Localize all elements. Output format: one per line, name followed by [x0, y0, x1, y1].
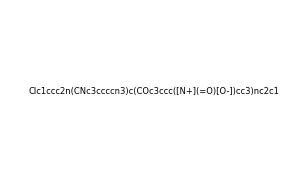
Text: Clc1ccc2n(CNc3ccccn3)c(COc3ccc([N+](=O)[O-])cc3)nc2c1: Clc1ccc2n(CNc3ccccn3)c(COc3ccc([N+](=O)[…: [29, 87, 280, 96]
